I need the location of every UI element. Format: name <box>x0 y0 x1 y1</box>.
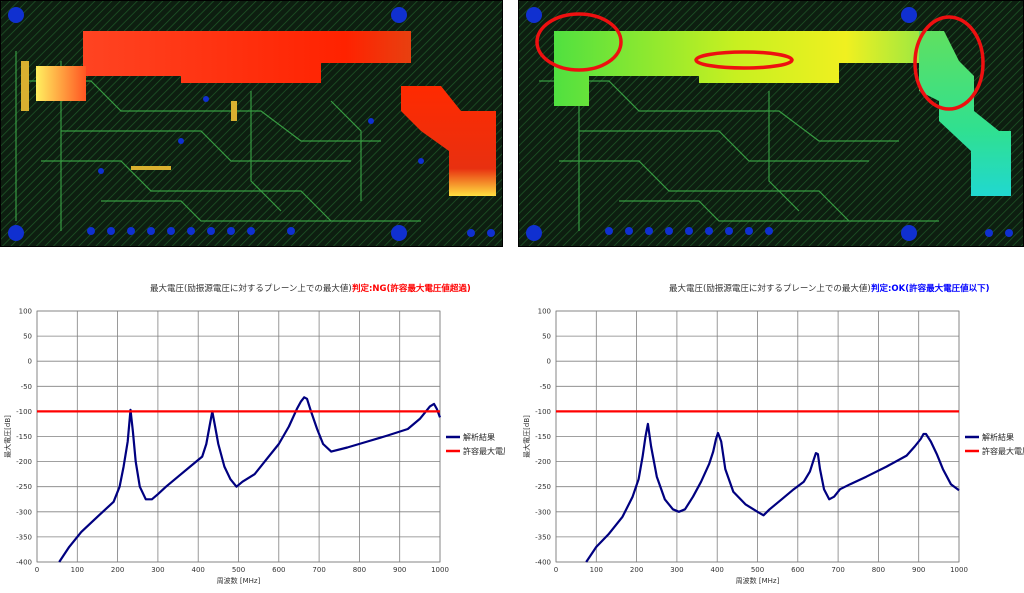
legend-label: 解析結果 <box>463 432 495 442</box>
x-tick-label: 100 <box>590 566 603 574</box>
chart-panel-ng: 最大電圧(励振源電圧に対するプレーン上での最大値) 判定:NG(許容最大電圧値超過… <box>0 262 505 593</box>
x-tick-label: 200 <box>630 566 643 574</box>
y-tick-label: -150 <box>16 433 32 441</box>
y-tick-label: 100 <box>538 308 551 316</box>
gridlines <box>36 310 441 563</box>
y-tick-label: -300 <box>535 508 551 516</box>
x-tick-label: 700 <box>831 566 844 574</box>
x-tick-label: 800 <box>353 566 366 574</box>
x-tick-label: 200 <box>111 566 124 574</box>
y-tick-label: -100 <box>535 408 551 416</box>
y-axis-label: 最大電圧[dB] <box>3 415 12 458</box>
y-tick-label: -250 <box>16 483 32 491</box>
chart-verdict: 判定:NG(許容最大電圧値超過) <box>352 283 471 294</box>
pcb-image-before <box>0 0 503 247</box>
chart-title: 最大電圧(励振源電圧に対するプレーン上での最大値) <box>669 283 871 294</box>
x-axis-label: 周波数 [MHz] <box>217 576 261 585</box>
series-line-analysis <box>58 396 442 563</box>
x-tick-label: 300 <box>670 566 683 574</box>
x-tick-label: 700 <box>312 566 325 574</box>
x-tick-label: 400 <box>192 566 205 574</box>
series-line-analysis <box>585 422 960 563</box>
line-chart: 最大電圧(励振源電圧に対するプレーン上での最大値) 判定:OK(許容最大電圧値以下… <box>522 283 1024 585</box>
legend-label: 解析結果 <box>982 432 1014 442</box>
x-tick-label: 900 <box>393 566 406 574</box>
legend: 解析結果許容最大電圧値 <box>965 432 1024 456</box>
x-tick-label: 100 <box>71 566 84 574</box>
x-tick-label: 600 <box>272 566 285 574</box>
y-tick-label: -350 <box>16 533 32 541</box>
y-tick-label: -50 <box>21 383 32 391</box>
legend: 解析結果許容最大電圧値 <box>446 432 505 456</box>
x-tick-label: 400 <box>711 566 724 574</box>
y-tick-label: -50 <box>540 383 551 391</box>
x-tick-label: 300 <box>151 566 164 574</box>
x-tick-label: 1000 <box>950 566 968 574</box>
chart-panel-ok: 最大電圧(励振源電圧に対するプレーン上での最大値) 判定:OK(許容最大電圧値以下… <box>519 262 1024 593</box>
x-tick-label: 500 <box>751 566 764 574</box>
x-tick-label: 0 <box>35 566 39 574</box>
y-tick-label: 50 <box>542 333 551 341</box>
plot-area <box>555 310 960 563</box>
legend-label: 許容最大電圧値 <box>463 446 505 456</box>
y-tick-label: 0 <box>547 358 551 366</box>
x-tick-label: 600 <box>791 566 804 574</box>
x-tick-label: 500 <box>232 566 245 574</box>
chart-title: 最大電圧(励振源電圧に対するプレーン上での最大値) <box>150 283 352 294</box>
y-axis-label: 最大電圧[dB] <box>522 415 531 458</box>
y-tick-label: -150 <box>535 433 551 441</box>
y-tick-label: -400 <box>535 559 551 567</box>
y-tick-label: -100 <box>16 408 32 416</box>
pcb-image-after <box>518 0 1024 247</box>
x-tick-label: 800 <box>872 566 885 574</box>
x-tick-label: 0 <box>554 566 558 574</box>
y-tick-label: -200 <box>16 458 32 466</box>
chart-verdict: 判定:OK(許容最大電圧値以下) <box>871 283 990 294</box>
y-tick-label: -300 <box>16 508 32 516</box>
plot-area <box>36 310 441 563</box>
y-tick-label: -200 <box>535 458 551 466</box>
y-tick-label: 0 <box>28 358 32 366</box>
x-tick-label: 1000 <box>431 566 449 574</box>
legend-label: 許容最大電圧値 <box>982 446 1024 456</box>
y-tick-label: -250 <box>535 483 551 491</box>
x-axis-label: 周波数 [MHz] <box>736 576 780 585</box>
y-tick-label: 50 <box>23 333 32 341</box>
y-tick-label: 100 <box>19 308 32 316</box>
y-tick-label: -400 <box>16 559 32 567</box>
line-chart: 最大電圧(励振源電圧に対するプレーン上での最大値) 判定:NG(許容最大電圧値超過… <box>3 283 505 585</box>
y-tick-label: -350 <box>535 533 551 541</box>
x-tick-label: 900 <box>912 566 925 574</box>
